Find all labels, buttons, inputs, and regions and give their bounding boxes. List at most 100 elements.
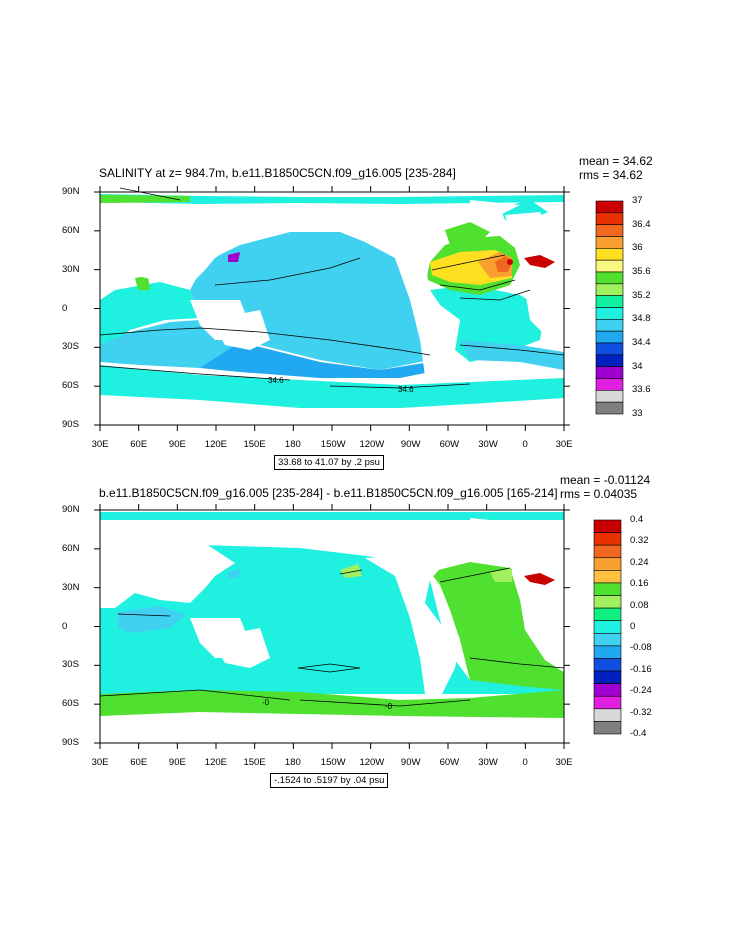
axis-ticks-1 xyxy=(94,186,570,431)
colorbar-box xyxy=(593,658,622,672)
colorbar-box xyxy=(593,570,622,584)
colorbar-tick: -0.16 xyxy=(630,663,652,675)
lat-label-30N: 30N xyxy=(62,581,80,593)
colorbar-box xyxy=(593,708,622,722)
colorbar-box xyxy=(593,683,622,697)
lon-label-2: 90E xyxy=(168,439,186,450)
colorbar-tick: 0 xyxy=(630,621,636,632)
lat-label-30N: 30N xyxy=(62,263,80,275)
colorbar-tick: 35.6 xyxy=(632,266,651,277)
lat-label-0: 0 xyxy=(62,302,68,314)
lon-label-9: 60W xyxy=(439,757,460,768)
colorbar-box xyxy=(595,259,624,273)
lat-label-90S: 90S xyxy=(62,737,79,748)
colorbar-box xyxy=(593,721,622,735)
lon-label-6: 150W xyxy=(320,757,346,768)
lat-label-30S: 30S xyxy=(62,341,79,353)
lon-label-9: 60W xyxy=(439,439,460,450)
lat-label-60N: 60N xyxy=(62,224,80,236)
colorbar-tick: 0.24 xyxy=(630,556,649,568)
mean-stat-2: mean = -0.01124 xyxy=(560,473,651,487)
colorbar-tick: -0.4 xyxy=(630,728,647,739)
land-1 xyxy=(100,200,564,380)
colorbar-box xyxy=(593,557,622,571)
difference-map xyxy=(99,509,565,744)
colorbar-1 xyxy=(595,200,624,415)
lon-label-1: 60E xyxy=(130,757,148,768)
colorbar-box xyxy=(595,236,624,249)
contour-label-2b: -0 xyxy=(385,702,393,711)
lon-label-0: 30E xyxy=(91,439,109,450)
lon-label-6: 150W xyxy=(320,439,346,450)
lon-label-12: 30E xyxy=(555,757,573,768)
lon-label-10: 30W xyxy=(478,439,498,450)
colorbar-tick: 0.08 xyxy=(630,599,649,611)
lon-label-11: 0 xyxy=(522,757,528,768)
lon-label-12: 30E xyxy=(555,439,573,450)
colorbar-box xyxy=(593,582,622,596)
lon-label-3: 120E xyxy=(204,757,227,768)
colorbar-box xyxy=(595,212,624,225)
colorbar-box xyxy=(595,271,624,285)
colorbar-tick: -0.24 xyxy=(630,685,652,697)
range-info-1: 33.68 to 41.07 by .2 psu xyxy=(274,455,384,470)
colorbar-tick: 33 xyxy=(632,408,643,419)
colorbar-tick: 36 xyxy=(632,242,643,254)
colorbar-tick: 0.4 xyxy=(630,514,644,525)
range-info-2: -.1524 to .5197 by .04 psu xyxy=(270,773,389,788)
colorbar-tick: 35.2 xyxy=(632,289,651,301)
lon-label-2: 90E xyxy=(168,757,186,768)
colorbar-box xyxy=(595,390,624,403)
colorbar-box xyxy=(595,295,624,308)
colorbar-box xyxy=(593,595,622,609)
contour-label-2a: -0 xyxy=(262,698,270,707)
colorbar-box xyxy=(595,319,624,332)
lat-label-0: 0 xyxy=(62,620,68,632)
colorbar-box xyxy=(595,366,624,379)
colorbar-box xyxy=(593,695,622,710)
colorbar-tick: 34.4 xyxy=(632,337,651,348)
mean-stat-1: mean = 34.62 xyxy=(579,154,653,168)
colorbar-2 xyxy=(593,519,622,735)
colorbar-tick: 0.16 xyxy=(630,578,649,590)
lon-label-0: 30E xyxy=(91,757,109,768)
colorbar-box xyxy=(595,307,624,320)
colorbar-tick: -0.32 xyxy=(630,706,652,718)
colorbar-box xyxy=(595,378,624,391)
lon-label-3: 120E xyxy=(204,439,227,450)
colorbar-box xyxy=(593,670,622,684)
lon-label-4: 150E xyxy=(243,757,266,768)
colorbar-tick: 36.4 xyxy=(632,218,651,230)
colorbar-box xyxy=(595,354,624,367)
map-title-2: b.e11.B1850C5CN.f09_g16.005 [235-284] - … xyxy=(99,486,558,500)
colorbar-tick: 34 xyxy=(632,360,643,372)
colorbar-box xyxy=(593,607,622,622)
map-title-1: SALINITY at z= 984.7m, b.e11.B1850C5CN.f… xyxy=(99,166,456,180)
colorbar-box xyxy=(593,519,622,533)
lon-label-4: 150E xyxy=(243,439,266,450)
rms-stat-2: rms = 0.04035 xyxy=(560,487,638,501)
lon-label-11: 0 xyxy=(522,439,528,450)
colorbar-tick: 0.32 xyxy=(630,535,649,547)
lat-label-60S: 60S xyxy=(62,698,79,710)
contour-label-1a: 34.6 xyxy=(268,376,284,385)
colorbar-box xyxy=(595,330,624,344)
colorbar-box xyxy=(595,224,624,237)
colorbar-tick: -0.08 xyxy=(630,642,652,654)
colorbar-box xyxy=(595,248,624,261)
lon-label-7: 120W xyxy=(359,439,385,450)
rms-stat-1: rms = 34.62 xyxy=(579,168,643,182)
colorbar-tick: 37 xyxy=(632,195,643,206)
land-2 xyxy=(100,518,564,698)
lon-label-5: 180 xyxy=(284,757,301,768)
lon-label-8: 90W xyxy=(400,439,421,450)
contours-2 xyxy=(99,567,565,707)
colorbar-box xyxy=(593,532,622,546)
salinity-map xyxy=(99,187,565,426)
colorbar-box xyxy=(595,283,624,296)
colorbar-box xyxy=(593,645,622,659)
lat-label-90N: 90N xyxy=(62,504,80,515)
lon-label-5: 180 xyxy=(284,439,301,450)
